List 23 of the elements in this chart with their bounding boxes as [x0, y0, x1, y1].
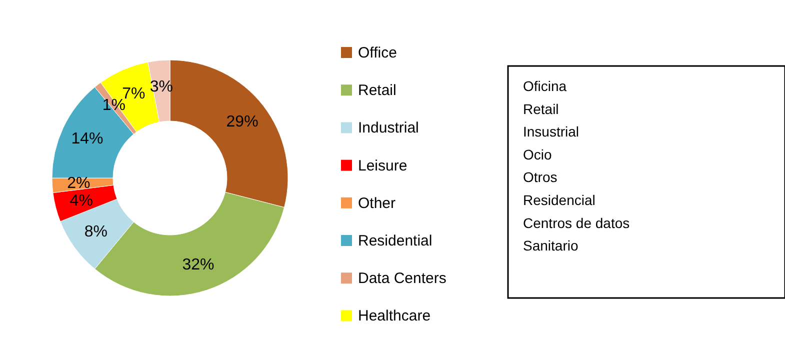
data-label: 14%	[71, 130, 104, 148]
data-label: 29%	[226, 113, 258, 130]
data-label: 8%	[84, 223, 108, 240]
legend-label: Residential	[358, 232, 432, 250]
text: Retail	[523, 100, 559, 117]
legend-label: Retail	[358, 82, 396, 100]
text: Otros	[523, 169, 558, 186]
text: Oficina	[523, 78, 567, 94]
text: Sanitario	[523, 238, 578, 254]
text: Centros de datos	[523, 214, 630, 231]
legend-label: Industrial	[358, 120, 419, 137]
text: Insustrial	[523, 124, 580, 140]
data-label: 4%	[70, 192, 93, 210]
data-label: 7%	[122, 86, 146, 103]
legend-label: Data Centers	[358, 270, 446, 288]
legend-label: Leisure	[358, 157, 408, 174]
text: Residencial	[523, 192, 596, 208]
legend-label: Other	[358, 194, 396, 212]
legend-label: Office	[358, 44, 397, 62]
data-label: 2%	[67, 175, 90, 192]
legend-label: Healthcare	[358, 308, 431, 325]
data-label: 32%	[182, 256, 214, 274]
text: Ocio	[523, 146, 552, 162]
